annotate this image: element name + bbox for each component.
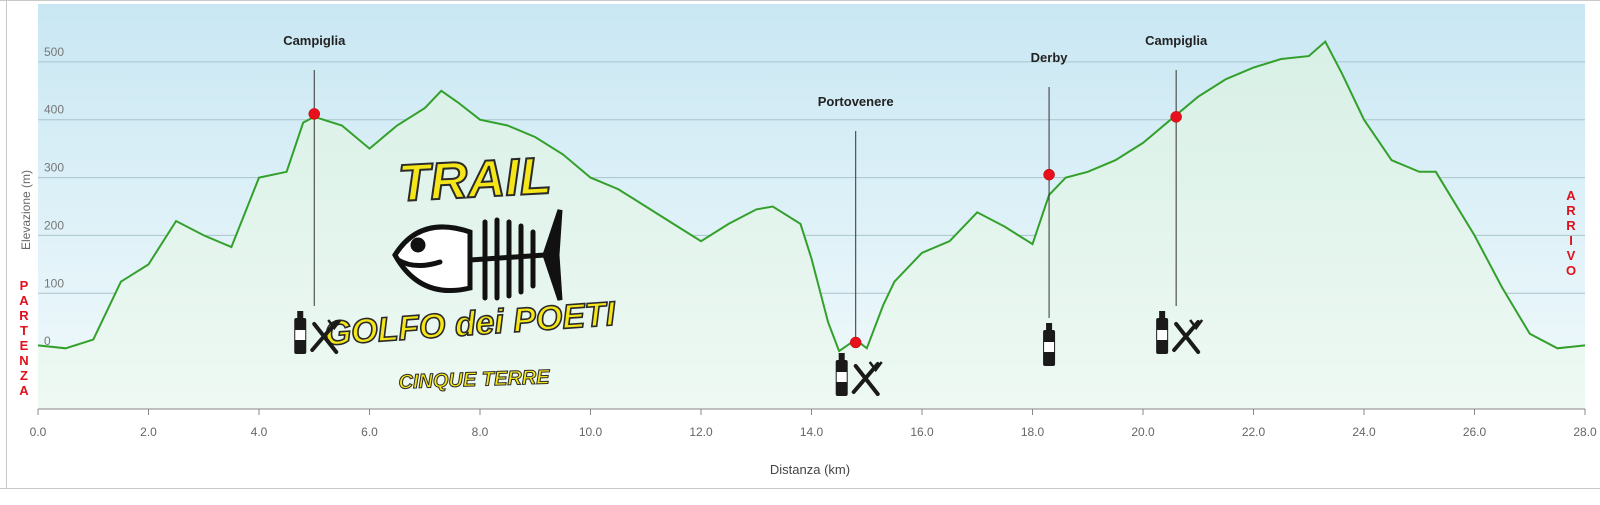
fish-skeleton-icon bbox=[392, 209, 563, 301]
x-tick-label: 0.0 bbox=[30, 425, 47, 439]
bottle-label bbox=[1044, 342, 1055, 352]
y-tick-label: 300 bbox=[44, 161, 64, 175]
y-tick-label: 200 bbox=[44, 218, 64, 232]
bottle-label bbox=[1157, 330, 1168, 340]
x-tick-label: 18.0 bbox=[1021, 425, 1045, 439]
bottle-cutlery-icon bbox=[294, 311, 342, 354]
fork-shape bbox=[1174, 322, 1201, 354]
logo-trail-text: TRAIL bbox=[397, 147, 553, 213]
marker-label: Portovenere bbox=[818, 94, 894, 109]
frame-bottom bbox=[0, 488, 1600, 489]
x-tick-label: 22.0 bbox=[1242, 425, 1266, 439]
y-tick-label: 100 bbox=[44, 276, 64, 290]
start-label: P A R T E N Z A bbox=[19, 278, 29, 398]
x-tick-label: 4.0 bbox=[251, 425, 268, 439]
marker-label: Derby bbox=[1031, 50, 1069, 65]
fork-tines bbox=[327, 319, 342, 331]
marker-label: Campiglia bbox=[1145, 33, 1208, 48]
frame-top bbox=[0, 0, 1600, 1]
x-axis-title: Distanza (km) bbox=[770, 462, 850, 477]
bottle-neck bbox=[1159, 311, 1166, 319]
red-marker-dot bbox=[308, 108, 320, 120]
bottle-neck bbox=[297, 311, 304, 319]
area-layer bbox=[37, 40, 1586, 409]
x-tick-label: 26.0 bbox=[1463, 425, 1487, 439]
x-tick-label: 6.0 bbox=[361, 425, 378, 439]
bottle-icon bbox=[1043, 323, 1056, 366]
end-label: A R R I V O bbox=[1565, 188, 1577, 278]
elevation-line bbox=[37, 40, 1586, 353]
x-tick-label: 24.0 bbox=[1352, 425, 1376, 439]
x-tick-label: 20.0 bbox=[1131, 425, 1155, 439]
red-marker-dot bbox=[1043, 168, 1055, 181]
marker-label: Campiglia bbox=[283, 33, 346, 48]
red-marker-dot bbox=[849, 336, 862, 349]
bottle-cutlery-icon bbox=[1156, 311, 1204, 354]
marker-layer: Campiglia Portovenere Derby Campiglia bbox=[283, 33, 1208, 349]
bottle-cutlery-icon bbox=[835, 353, 883, 396]
x-tick-label: 16.0 bbox=[910, 425, 934, 439]
axis-layer: 0 100 200 300 400 500 0.0 2.0 4.0 6.0 8.0 10.0 12.0 1… bbox=[30, 45, 1597, 439]
bottle-neck bbox=[1046, 323, 1053, 331]
x-tick-label: 12.0 bbox=[689, 425, 713, 439]
bottle-label bbox=[836, 372, 847, 382]
x-tick-label: 10.0 bbox=[579, 425, 603, 439]
fork-shape bbox=[312, 322, 339, 354]
aid-station-icons bbox=[294, 311, 1204, 396]
fork-shape bbox=[853, 364, 880, 396]
y-tick-label: 0 bbox=[44, 334, 51, 348]
red-marker-dot bbox=[1170, 111, 1182, 123]
fork-tines bbox=[868, 361, 883, 373]
x-tick-label: 28.0 bbox=[1573, 425, 1597, 439]
y-tick-label: 500 bbox=[44, 45, 64, 59]
bottle-label bbox=[295, 330, 306, 340]
x-tick-label: 14.0 bbox=[800, 425, 824, 439]
frame-left bbox=[6, 0, 7, 489]
x-tick-label: 2.0 bbox=[140, 425, 157, 439]
y-axis-title: Elevazione (m) bbox=[19, 170, 33, 250]
fork-tines bbox=[1189, 319, 1204, 331]
y-tick-label: 400 bbox=[44, 103, 64, 117]
elevation-area bbox=[38, 41, 1585, 409]
x-tick-label: 8.0 bbox=[472, 425, 489, 439]
bottle-neck bbox=[838, 353, 845, 361]
